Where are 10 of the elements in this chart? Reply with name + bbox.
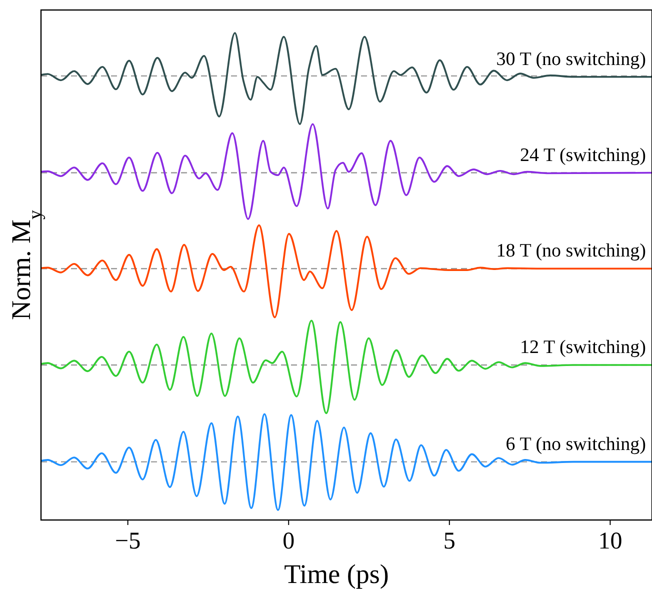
series-label: 24 T (switching) xyxy=(520,144,646,166)
series-label: 30 T (no switching) xyxy=(496,48,646,70)
x-tick-label: 5 xyxy=(443,528,456,554)
x-axis-title: Time (ps) xyxy=(284,559,389,589)
x-tick-label: 0 xyxy=(282,528,295,554)
series-label: 18 T (no switching) xyxy=(496,240,646,262)
x-tick-label: −5 xyxy=(115,528,141,554)
x-tick-label: 10 xyxy=(598,528,622,554)
series-label: 6 T (no switching) xyxy=(506,434,646,455)
series-label: 12 T (switching) xyxy=(520,336,646,358)
